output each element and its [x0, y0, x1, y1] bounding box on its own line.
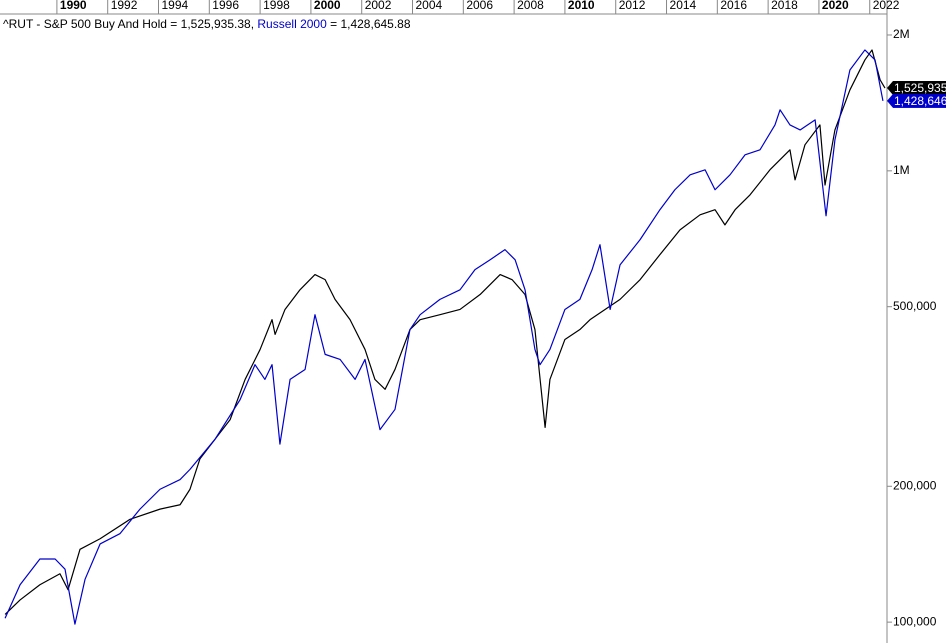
x-tick-label: 2022	[873, 0, 900, 12]
value-flag-arrow	[887, 93, 893, 108]
legend-value: 1,525,935.38	[181, 17, 251, 31]
y-tick-label: 1M	[893, 163, 910, 177]
legend-delimiter: ,	[251, 17, 258, 31]
y-tick-label: 100,000	[893, 614, 937, 628]
legend-name: ^RUT - S&P 500 Buy And Hold	[3, 17, 167, 31]
series-line	[4, 49, 884, 625]
value-flag	[893, 93, 946, 108]
x-tick-label: 2010	[568, 0, 595, 12]
x-tick-label: 2020	[822, 0, 849, 12]
x-tick-label: 1994	[162, 0, 189, 12]
legend-name: Russell 2000	[257, 17, 327, 31]
x-tick-label: 1996	[212, 0, 239, 12]
value-flag-label: 1,525,935	[894, 81, 946, 95]
x-tick-label: 2002	[365, 0, 392, 12]
x-tick-label: 2008	[517, 0, 544, 12]
x-tick-label: 1998	[263, 0, 290, 12]
y-tick-label: 500,000	[893, 299, 937, 313]
x-tick-label: 2000	[314, 0, 341, 12]
legend-value: 1,428,645.88	[340, 17, 410, 31]
x-tick-label: 2004	[416, 0, 443, 12]
x-tick-label: 2016	[720, 0, 747, 12]
y-tick-label: 200,000	[893, 478, 937, 492]
x-tick-label: 1992	[111, 0, 138, 12]
x-tick-label: 2014	[670, 0, 697, 12]
x-tick-label: 2012	[619, 0, 646, 12]
x-tick-label: 2018	[771, 0, 798, 12]
value-flag-arrow	[887, 81, 893, 96]
legend-separator: =	[167, 17, 181, 31]
plot-area	[4, 49, 886, 625]
value-flag-label: 1,428,646	[894, 94, 946, 108]
legend-separator: =	[327, 17, 341, 31]
legend: ^RUT - S&P 500 Buy And Hold = 1,525,935.…	[3, 17, 411, 31]
value-flag	[893, 81, 946, 96]
series-line	[4, 49, 886, 615]
y-tick-label: 2M	[893, 27, 910, 41]
x-tick-label: 2006	[466, 0, 493, 12]
x-tick-label: 1990	[60, 0, 87, 12]
